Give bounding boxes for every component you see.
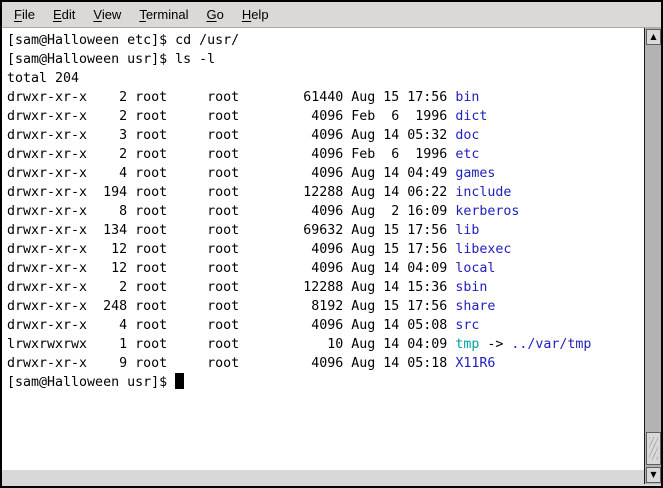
terminal-text: drwxr-xr-x 134 root root 69632 Aug 15 17… xyxy=(7,223,456,238)
terminal-line: drwxr-xr-x 12 root root 4096 Aug 14 04:0… xyxy=(7,259,644,278)
menu-bar: File Edit View Terminal Go Help xyxy=(2,2,661,28)
directory-name: local xyxy=(455,261,496,276)
text-cursor xyxy=(175,373,185,389)
menu-item-help[interactable]: Help xyxy=(241,7,269,22)
menu-item-go[interactable]: Go xyxy=(206,7,224,22)
symlink-name: tmp xyxy=(455,337,480,352)
scroll-down-icon: ▼ xyxy=(650,470,657,479)
terminal-text: [sam@Halloween usr]$ ls -l xyxy=(7,52,216,67)
terminal-text: lrwxrwxrwx 1 root root 10 Aug 14 04:09 xyxy=(7,337,456,352)
terminal-text: drwxr-xr-x 4 root root 4096 Aug 14 05:08 xyxy=(7,318,456,333)
terminal-text: drwxr-xr-x 248 root root 8192 Aug 15 17:… xyxy=(7,299,456,314)
terminal-text: total 204 xyxy=(7,71,80,86)
menu-item-terminal[interactable]: Terminal xyxy=(139,7,189,22)
directory-name: src xyxy=(455,318,480,333)
scroll-up-button[interactable]: ▲ xyxy=(646,29,661,45)
directory-name: lib xyxy=(455,223,480,238)
terminal-line: drwxr-xr-x 2 root root 4096 Feb 6 1996 e… xyxy=(7,145,644,164)
scroll-down-button[interactable]: ▼ xyxy=(646,467,661,483)
terminal-line: drwxr-xr-x 12 root root 4096 Aug 15 17:5… xyxy=(7,240,644,259)
scroll-up-icon: ▲ xyxy=(650,32,657,41)
terminal-text: drwxr-xr-x 12 root root 4096 Aug 14 04:0… xyxy=(7,261,456,276)
menu-item-view[interactable]: View xyxy=(93,7,122,22)
terminal-text: drwxr-xr-x 4 root root 4096 Aug 14 04:49 xyxy=(7,166,456,181)
terminal-line: drwxr-xr-x 9 root root 4096 Aug 14 05:18… xyxy=(7,354,644,373)
terminal-line: drwxr-xr-x 2 root root 4096 Feb 6 1996 d… xyxy=(7,107,644,126)
directory-name: ../var/tmp xyxy=(511,337,592,352)
terminal-text: drwxr-xr-x 8 root root 4096 Aug 2 16:09 xyxy=(7,204,456,219)
directory-name: bin xyxy=(455,90,480,105)
terminal-text: drwxr-xr-x 2 root root 4096 Feb 6 1996 xyxy=(7,147,456,162)
terminal-text: drwxr-xr-x 2 root root 4096 Feb 6 1996 xyxy=(7,109,456,124)
menu-item-edit[interactable]: Edit xyxy=(52,7,76,22)
terminal-line: drwxr-xr-x 2 root root 12288 Aug 14 15:3… xyxy=(7,278,644,297)
terminal-text: drwxr-xr-x 2 root root 12288 Aug 14 15:3… xyxy=(7,280,456,295)
directory-name: share xyxy=(455,299,496,314)
terminal-text: drwxr-xr-x 3 root root 4096 Aug 14 05:32 xyxy=(7,128,456,143)
terminal-line: drwxr-xr-x 248 root root 8192 Aug 15 17:… xyxy=(7,297,644,316)
terminal-text: [sam@Halloween usr]$ xyxy=(7,375,176,390)
scrollbar-track[interactable]: ▲ ▼ xyxy=(644,28,661,484)
terminal-text: [sam@Halloween etc]$ cd /usr/ xyxy=(7,33,240,48)
scrollbar-thumb[interactable] xyxy=(646,432,661,465)
terminal-line: drwxr-xr-x 8 root root 4096 Aug 2 16:09 … xyxy=(7,202,644,221)
directory-name: X11R6 xyxy=(455,356,496,371)
directory-name: sbin xyxy=(455,280,488,295)
terminal-text: drwxr-xr-x 12 root root 4096 Aug 15 17:5… xyxy=(7,242,456,257)
terminal-line: drwxr-xr-x 134 root root 69632 Aug 15 17… xyxy=(7,221,644,240)
terminal-line: total 204 xyxy=(7,69,644,88)
terminal-line: drwxr-xr-x 194 root root 12288 Aug 14 06… xyxy=(7,183,644,202)
terminal-line: drwxr-xr-x 3 root root 4096 Aug 14 05:32… xyxy=(7,126,644,145)
terminal-line: [sam@Halloween etc]$ cd /usr/ xyxy=(7,31,644,50)
terminal-text: drwxr-xr-x 194 root root 12288 Aug 14 06… xyxy=(7,185,456,200)
terminal-text: drwxr-xr-x 9 root root 4096 Aug 14 05:18 xyxy=(7,356,456,371)
directory-name: include xyxy=(455,185,512,200)
menu-item-file[interactable]: File xyxy=(14,7,35,22)
directory-name: kerberos xyxy=(455,204,520,219)
terminal-screen[interactable]: [sam@Halloween etc]$ cd /usr/ [sam@Hallow… xyxy=(2,28,644,470)
terminal-line: [sam@Halloween usr]$ ls -l xyxy=(7,50,644,69)
directory-name: libexec xyxy=(455,242,512,257)
terminal-line: [sam@Halloween usr]$ xyxy=(7,373,644,392)
terminal-output: [sam@Halloween etc]$ cd /usr/ [sam@Hallow… xyxy=(2,28,644,392)
directory-name: etc xyxy=(455,147,480,162)
terminal-line: lrwxrwxrwx 1 root root 10 Aug 14 04:09 t… xyxy=(7,335,644,354)
terminal-line: drwxr-xr-x 4 root root 4096 Aug 14 04:49… xyxy=(7,164,644,183)
terminal-line: drwxr-xr-x 2 root root 61440 Aug 15 17:5… xyxy=(7,88,644,107)
directory-name: doc xyxy=(455,128,480,143)
terminal-text: drwxr-xr-x 2 root root 61440 Aug 15 17:5… xyxy=(7,90,456,105)
directory-name: dict xyxy=(455,109,488,124)
terminal-text: -> xyxy=(479,337,512,352)
directory-name: games xyxy=(455,166,496,181)
terminal-line: drwxr-xr-x 4 root root 4096 Aug 14 05:08… xyxy=(7,316,644,335)
